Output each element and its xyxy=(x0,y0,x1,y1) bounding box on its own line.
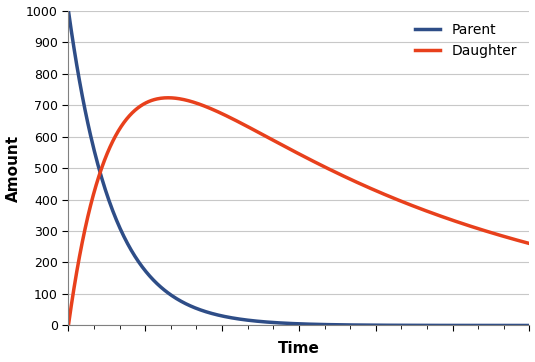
Y-axis label: Amount: Amount xyxy=(5,134,20,202)
Daughter xyxy=(526,241,533,246)
Parent xyxy=(526,323,533,328)
Line: Daughter: Daughter xyxy=(68,98,530,325)
Parent xyxy=(284,321,291,325)
Daughter xyxy=(288,148,294,152)
Parent xyxy=(65,8,72,13)
Parent xyxy=(515,323,522,328)
Daughter xyxy=(316,162,322,166)
Parent xyxy=(287,321,293,326)
Parent xyxy=(315,322,321,327)
Daughter xyxy=(516,239,523,243)
Daughter xyxy=(285,146,292,151)
Parent xyxy=(340,323,346,327)
X-axis label: Time: Time xyxy=(278,341,320,357)
Daughter xyxy=(340,174,347,178)
Parent xyxy=(443,323,449,328)
Daughter xyxy=(444,216,450,220)
Line: Parent: Parent xyxy=(68,10,530,325)
Daughter xyxy=(65,323,72,328)
Legend: Parent, Daughter: Parent, Daughter xyxy=(410,17,523,64)
Daughter xyxy=(165,96,171,100)
